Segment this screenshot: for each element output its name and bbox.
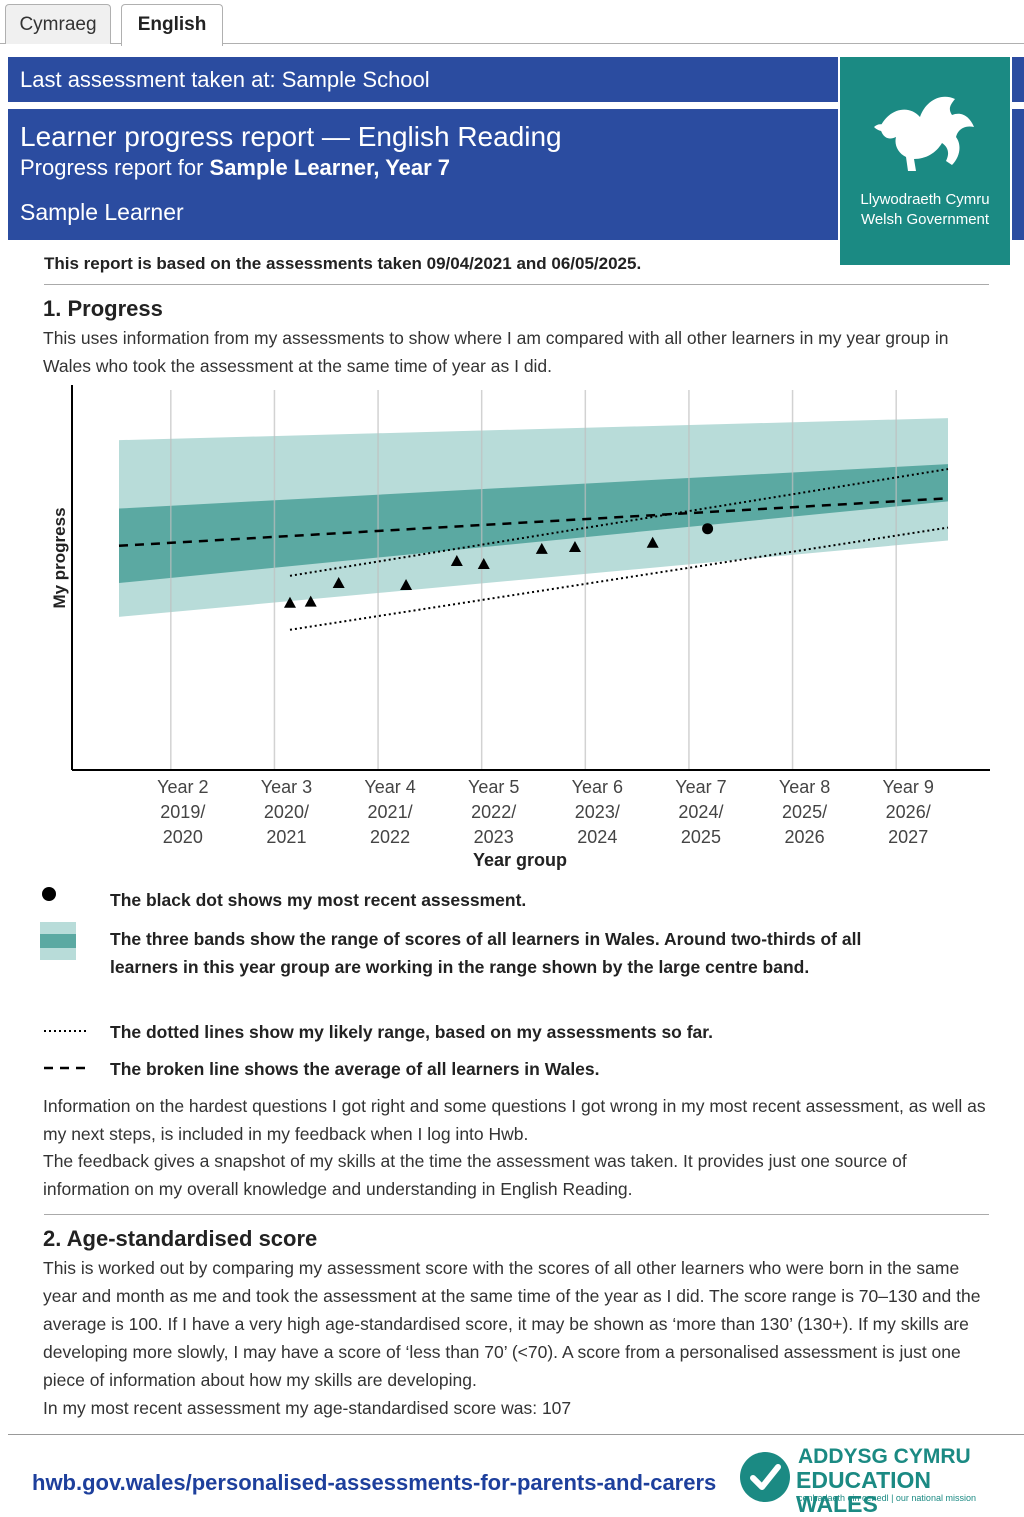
report-title: Learner progress report — English Readin… xyxy=(20,121,562,152)
likely-range-lower xyxy=(289,526,949,631)
x-tick-year: Year 8 xyxy=(778,777,831,797)
assessment-triangle-7 xyxy=(535,542,548,554)
x-tick-span2: 2023 xyxy=(473,827,514,847)
assessment-triangle-1 xyxy=(283,596,296,608)
legend-dashed-symbol xyxy=(44,1066,92,1070)
x-tick-label: Year 2 2019/2020 xyxy=(138,775,228,850)
x-tick-span2: 2027 xyxy=(888,827,929,847)
legend-dotted-symbol xyxy=(44,1030,86,1032)
section-score-heading: 2. Age-standardised score xyxy=(43,1226,318,1251)
report-title-bar: Learner progress report — English Readin… xyxy=(8,109,838,240)
x-tick-span2: 2024 xyxy=(577,827,618,847)
x-tick-span2: 2022 xyxy=(370,827,411,847)
tabs-divider xyxy=(0,43,1024,44)
x-tick-span2: 2025 xyxy=(680,827,721,847)
legend-dot-text: The black dot shows my most recent asses… xyxy=(110,890,527,910)
x-tick-span2: 2026 xyxy=(784,827,825,847)
x-tick-year: Year 2 xyxy=(157,777,209,797)
x-tick-span1: 2019/ xyxy=(160,802,206,822)
header-bar-edge-2 xyxy=(1012,109,1024,240)
legend-dotted-text: The dotted lines show my likely range, b… xyxy=(110,1022,713,1042)
assessment-triangle-9 xyxy=(646,536,659,548)
x-tick-year: Year 5 xyxy=(467,777,520,797)
x-tick-year: Year 4 xyxy=(364,777,416,797)
education-wales-logo: ADDYSG CYMRU EDUCATION WALES cenhadaeth … xyxy=(738,1445,1018,1516)
assessment-dot-recent xyxy=(702,523,714,535)
tab-english[interactable]: English xyxy=(121,4,223,46)
subtitle-learner: Sample Learner, Year 7 xyxy=(209,155,451,180)
section-progress-intro: This uses information from my assessment… xyxy=(43,328,949,376)
x-tick-span1: 2022/ xyxy=(471,802,517,822)
assessment-triangle-6 xyxy=(477,558,490,570)
assessment-triangle-5 xyxy=(450,555,463,566)
section-progress-heading: 1. Progress xyxy=(43,296,163,321)
legend-bands-text: The three bands show the range of scores… xyxy=(110,929,862,977)
x-tick-year: Year 9 xyxy=(882,777,934,797)
x-tick-label: Year 6 2023/2024 xyxy=(552,775,642,850)
progress-chart xyxy=(71,385,990,771)
legend-dashed-text: The broken line shows the average of all… xyxy=(110,1059,600,1079)
gov-logo-english: Welsh Government xyxy=(860,211,990,228)
report-subtitle: Progress report for Sample Learner, Year… xyxy=(20,153,838,183)
x-tick-year: Year 6 xyxy=(571,777,623,797)
likely-range-upper xyxy=(289,468,949,577)
dragon-icon xyxy=(874,96,974,171)
x-tick-label: Year 8 2025/2026 xyxy=(760,775,850,850)
report-basis: This report is based on the assessments … xyxy=(44,254,642,273)
gov-logo-text: Llywodraeth Cymru Welsh Government xyxy=(840,190,1010,230)
centre-band xyxy=(119,464,948,584)
x-tick-span1: 2025/ xyxy=(782,802,828,822)
assessment-triangle-2 xyxy=(304,595,317,607)
header-bar-edge xyxy=(1012,57,1024,102)
welsh-government-logo: Llywodraeth Cymru Welsh Government xyxy=(840,57,1010,265)
x-tick-label: Year 5 2022/2023 xyxy=(449,775,539,850)
x-tick-label: Year 7 2024/2025 xyxy=(656,775,746,850)
x-tick-label: Year 3 2020/2021 xyxy=(241,775,331,850)
footer-divider xyxy=(8,1434,1024,1435)
x-tick-span2: 2021 xyxy=(266,827,307,847)
score-line: In my most recent assessment my age-stan… xyxy=(43,1398,572,1418)
average-line xyxy=(118,497,949,548)
feedback-info: Information on the hardest questions I g… xyxy=(43,1096,986,1144)
divider-1 xyxy=(44,284,989,285)
language-tabs: Cymraeg English xyxy=(0,0,1024,46)
checkmark-circle-icon xyxy=(740,1452,790,1502)
assessment-triangle-4 xyxy=(400,578,413,590)
x-axis-label: Year group xyxy=(472,850,568,870)
x-tick-span1: 2024/ xyxy=(678,802,724,822)
assessment-triangle-3 xyxy=(332,577,345,589)
brand-tagline: cenhadaeth ein cenedl | our national mis… xyxy=(798,1493,976,1503)
section-score-body: This is worked out by comparing my asses… xyxy=(43,1258,981,1390)
y-axis-label: My progress xyxy=(50,507,69,609)
assessment-triangle-8 xyxy=(568,540,581,552)
learner-name: Sample Learner xyxy=(20,199,184,225)
last-assessment-bar: Last assessment taken at: Sample School xyxy=(8,57,838,102)
legend-bands-symbol xyxy=(40,922,76,960)
hwb-link[interactable]: hwb.gov.wales/personalised-assessments-f… xyxy=(32,1470,717,1495)
x-tick-year: Year 3 xyxy=(260,777,313,797)
brand-welsh: ADDYSG CYMRU xyxy=(798,1445,971,1468)
x-tick-label: Year 9 2026/2027 xyxy=(863,775,953,850)
x-tick-year: Year 7 xyxy=(675,777,727,797)
tab-cymraeg[interactable]: Cymraeg xyxy=(5,4,111,44)
x-tick-span1: 2020/ xyxy=(263,802,309,822)
feedback-snapshot: The feedback gives a snapshot of my skil… xyxy=(43,1151,907,1199)
x-tick-span1: 2021/ xyxy=(367,802,413,822)
legend-dot-symbol xyxy=(42,887,56,901)
divider-2 xyxy=(44,1214,989,1215)
x-tick-span1: 2026/ xyxy=(885,802,931,822)
subtitle-prefix: Progress report for xyxy=(20,155,210,180)
brand-english: EDUCATION WALES xyxy=(796,1467,932,1517)
x-tick-span1: 2023/ xyxy=(574,802,620,822)
x-tick-label: Year 4 2021/2022 xyxy=(345,775,435,850)
x-tick-span2: 2020 xyxy=(162,827,203,847)
gov-logo-welsh: Llywodraeth Cymru xyxy=(860,191,990,208)
